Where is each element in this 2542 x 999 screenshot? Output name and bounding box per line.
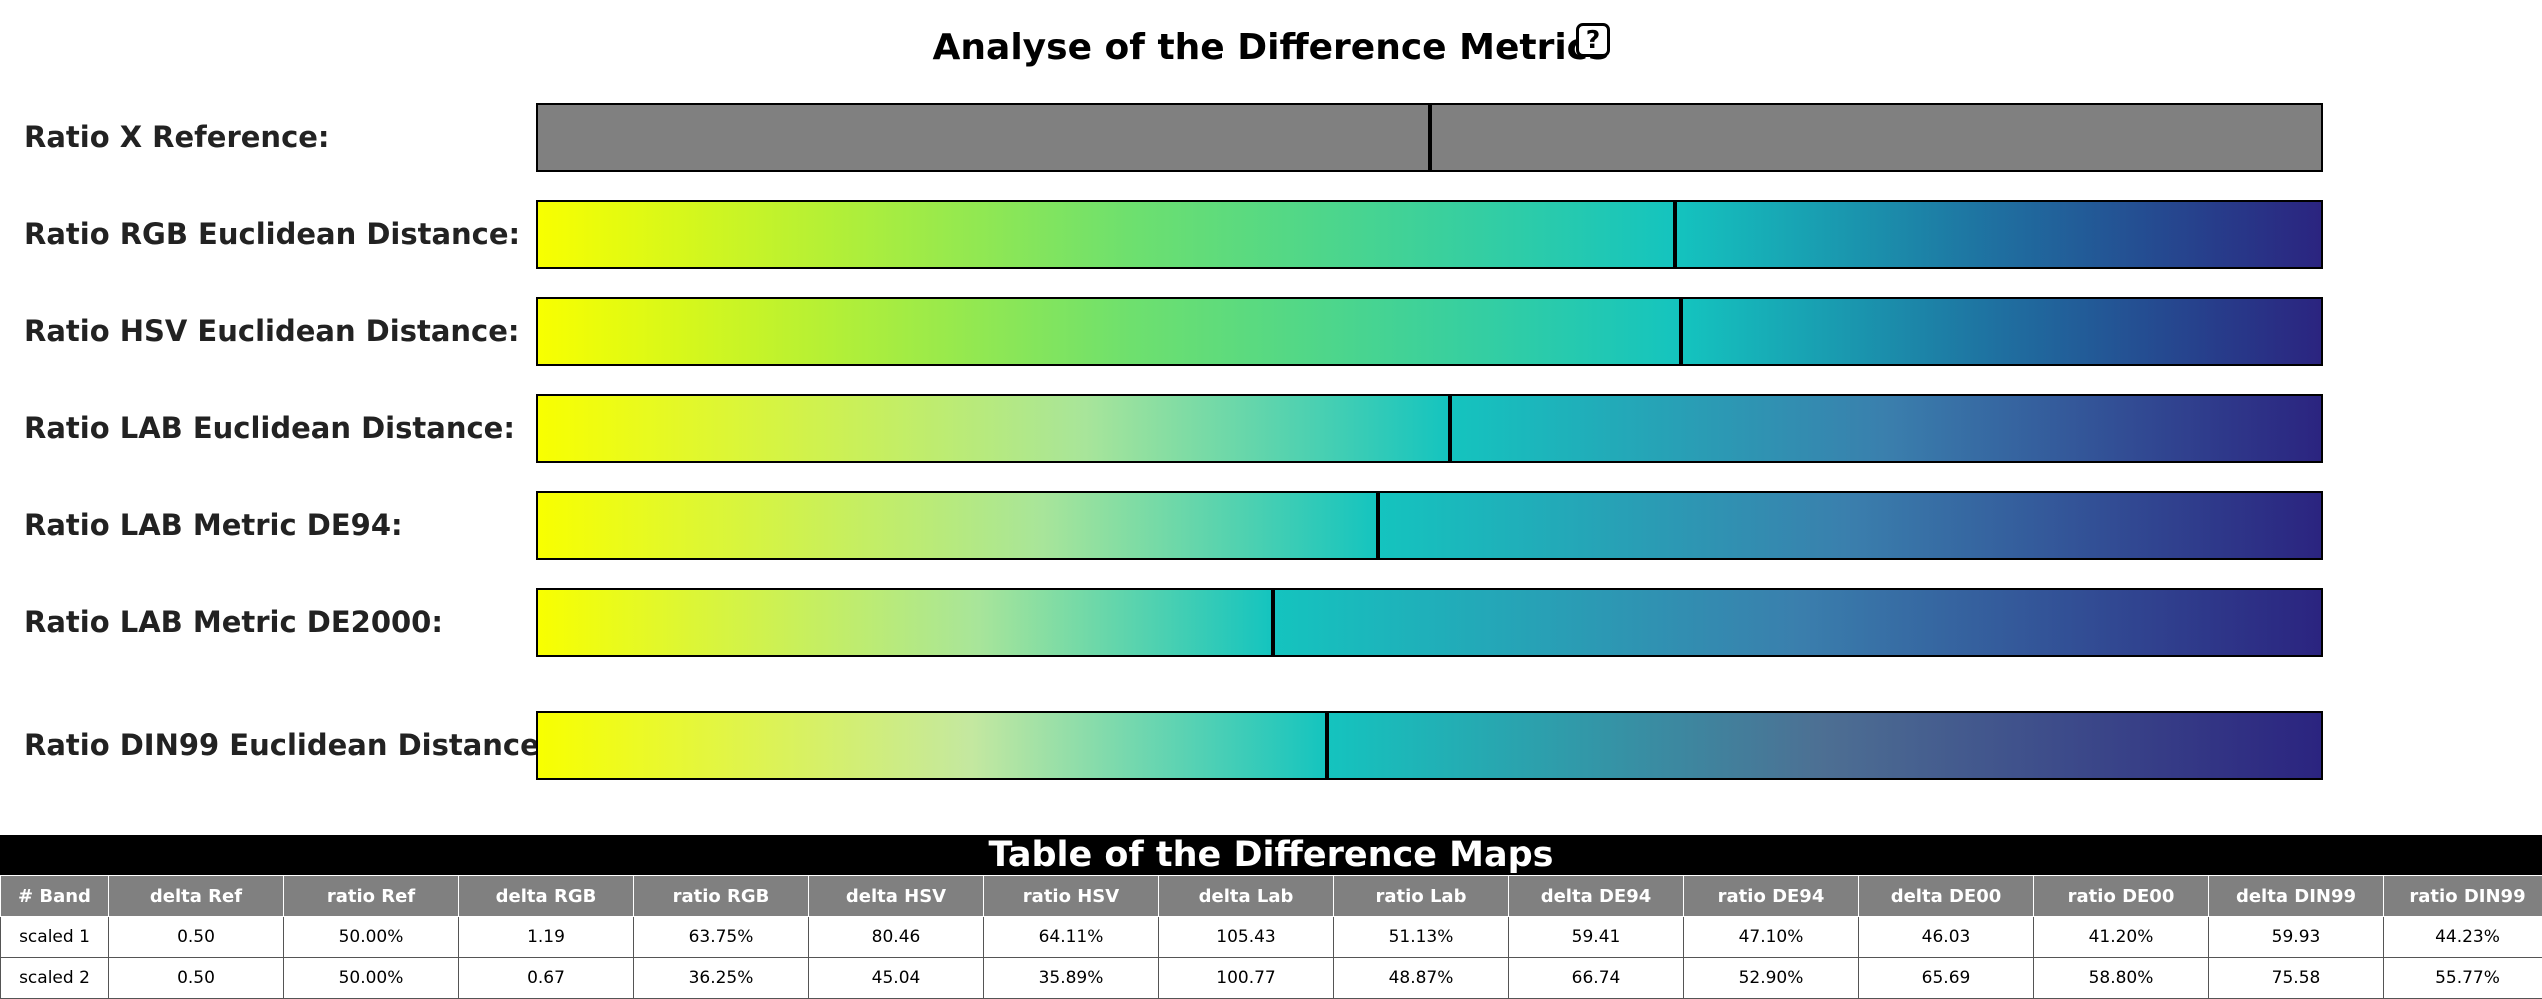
metric-label: Ratio LAB Euclidean Distance: (24, 410, 515, 446)
column-header: delta HSV (809, 876, 984, 917)
table-cell: 63.75% (634, 917, 809, 958)
table-cell: 51.13% (1334, 917, 1509, 958)
column-header: ratio HSV (984, 876, 1159, 917)
table-cell: 48.87% (1334, 958, 1509, 999)
metric-marker (1448, 396, 1452, 461)
table-cell: 64.11% (984, 917, 1159, 958)
table-cell: 55.77% (2384, 958, 2542, 999)
table-title: Table of the Difference Maps (0, 835, 2542, 875)
metric-label: Ratio LAB Metric DE2000: (24, 604, 443, 640)
table-cell: 66.74 (1509, 958, 1684, 999)
table-cell: 0.67 (459, 958, 634, 999)
table-cell: 59.41 (1509, 917, 1684, 958)
column-header: delta DIN99 (2209, 876, 2384, 917)
metric-bar (536, 103, 2323, 172)
table-cell: 35.89% (984, 958, 1159, 999)
column-header: delta Lab (1159, 876, 1334, 917)
metric-bar (536, 491, 2323, 560)
table-cell: 41.20% (2034, 917, 2209, 958)
table-cell: 46.03 (1859, 917, 2034, 958)
table-cell: 36.25% (634, 958, 809, 999)
metric-marker (1271, 590, 1275, 655)
column-header: ratio DE94 (1684, 876, 1859, 917)
table-cell: 44.23% (2384, 917, 2542, 958)
metric-marker (1325, 713, 1329, 778)
column-header: ratio RGB (634, 876, 809, 917)
table-cell: 45.04 (809, 958, 984, 999)
page-title-text: Analyse of the Difference Metrics (933, 26, 1610, 70)
metric-label: Ratio LAB Metric DE94: (24, 507, 403, 543)
table-cell: 50.00% (284, 917, 459, 958)
table-cell: 80.46 (809, 917, 984, 958)
metric-bar (536, 200, 2323, 269)
metric-bar (536, 297, 2323, 366)
metric-bar (536, 394, 2323, 463)
metric-marker (1679, 299, 1683, 364)
table-cell: 52.90% (1684, 958, 1859, 999)
help-button[interactable]: ? (1576, 23, 1610, 57)
metric-label: Ratio DIN99 Euclidean Distance: (24, 727, 551, 763)
table-cell: 47.10% (1684, 917, 1859, 958)
column-header: ratio Lab (1334, 876, 1509, 917)
column-header: ratio Ref (284, 876, 459, 917)
column-header: ratio DE00 (2034, 876, 2209, 917)
table-cell: 58.80% (2034, 958, 2209, 999)
table-cell: 65.69 (1859, 958, 2034, 999)
table-cell: 1.19 (459, 917, 634, 958)
column-header: delta DE00 (1859, 876, 2034, 917)
metric-label: Ratio X Reference: (24, 119, 330, 155)
page-title: Analyse of the Difference Metrics (0, 26, 2542, 70)
table-cell: 0.50 (109, 958, 284, 999)
metric-marker (1376, 493, 1380, 558)
metric-label: Ratio HSV Euclidean Distance: (24, 313, 520, 349)
metric-marker (1673, 202, 1677, 267)
table-cell: scaled 2 (1, 958, 109, 999)
table-cell: 105.43 (1159, 917, 1334, 958)
metric-bar (536, 588, 2323, 657)
metric-marker (1428, 105, 1432, 170)
table-cell: 50.00% (284, 958, 459, 999)
table-cell: 75.58 (2209, 958, 2384, 999)
column-header: ratio DIN99 (2384, 876, 2542, 917)
table-cell: 59.93 (2209, 917, 2384, 958)
metric-label: Ratio RGB Euclidean Distance: (24, 216, 520, 252)
column-header: delta Ref (109, 876, 284, 917)
column-header: delta RGB (459, 876, 634, 917)
column-header: delta DE94 (1509, 876, 1684, 917)
table-cell: 100.77 (1159, 958, 1334, 999)
table-cell: 0.50 (109, 917, 284, 958)
column-header: # Band (1, 876, 109, 917)
table-cell: scaled 1 (1, 917, 109, 958)
metric-bar (536, 711, 2323, 780)
